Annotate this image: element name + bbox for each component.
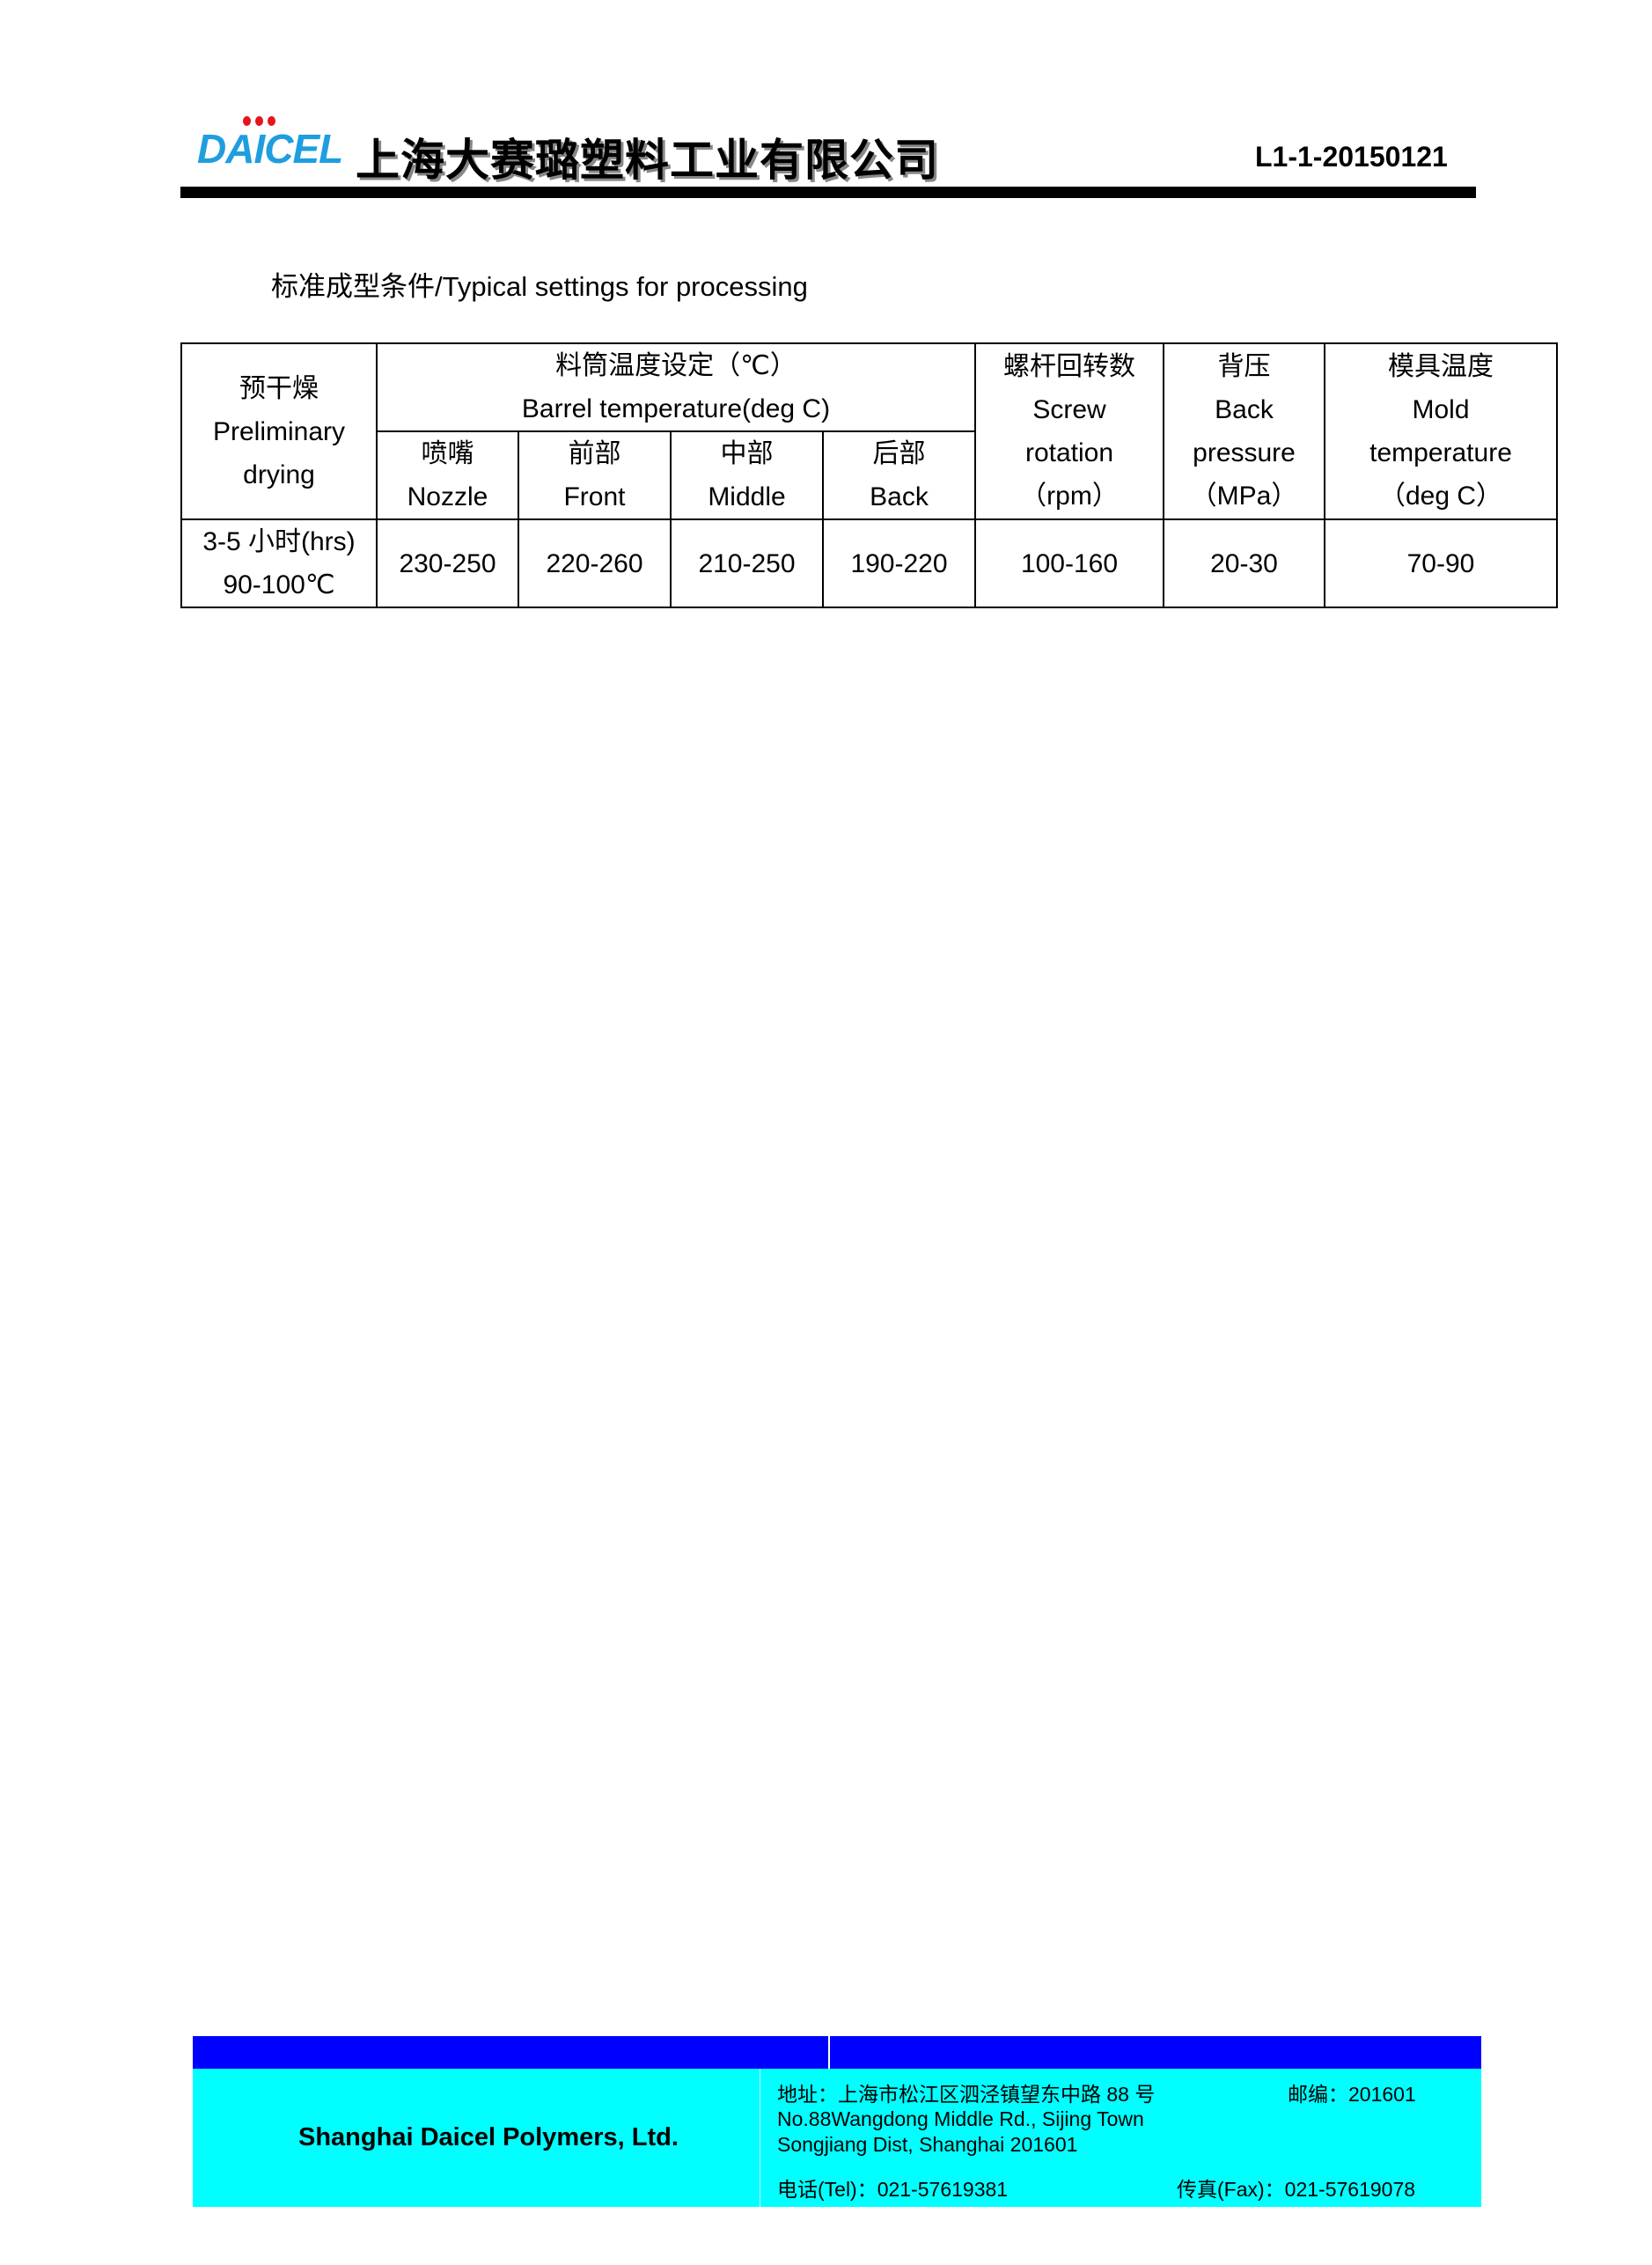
cell-text: 90-100℃ <box>223 570 335 599</box>
header-text: （MPa） <box>1190 482 1298 511</box>
cell-back-pressure: 20-30 <box>1163 518 1325 608</box>
cell-drying: 3-5 小时(hrs) 90-100℃ <box>180 518 378 608</box>
header-text: Barrel temperature(deg C) <box>521 394 831 423</box>
header-text: 喷嘴 <box>421 439 474 468</box>
header-text: Middle <box>708 482 786 511</box>
logo-dots <box>243 116 275 126</box>
footer-fax: 传真(Fax)：021-57619078 <box>1177 2178 1416 2201</box>
footer-panel: Shanghai Daicel Polymers, Ltd. 地址：上海市松江区… <box>193 2069 1481 2207</box>
header-text: pressure <box>1193 438 1296 467</box>
header-text: 模具温度 <box>1388 352 1494 381</box>
footer-address-en-2: Songjiang Dist, Shanghai 201601 <box>777 2133 1078 2156</box>
daicel-logo: DAICEL <box>197 116 354 172</box>
header-middle: 中部 Middle <box>670 430 824 520</box>
header-text: Preliminary <box>212 416 346 446</box>
header-front: 前部 Front <box>518 430 672 520</box>
header-text: 螺杆回转数 <box>1003 352 1135 381</box>
header-rule <box>180 187 1476 198</box>
header-text: Back <box>1215 395 1274 424</box>
header-text: Front <box>563 482 626 511</box>
cell-middle: 210-250 <box>670 518 824 608</box>
footer-postcode: 邮编：201601 <box>1288 2083 1416 2106</box>
header-text: Mold <box>1412 395 1470 424</box>
header-back-pressure: 背压 Back pressure （MPa） <box>1163 342 1325 520</box>
table-row: 3-5 小时(hrs) 90-100℃ 230-250 220-260 210-2… <box>180 518 1558 608</box>
divider <box>828 2036 830 2069</box>
cell-text: 3-5 小时(hrs) <box>202 527 356 556</box>
header-text: 前部 <box>568 439 621 468</box>
header-barrel: 料筒温度设定（℃） Barrel temperature(deg C) <box>376 342 976 432</box>
header-text: Back <box>870 482 929 511</box>
header-text: 背压 <box>1217 352 1271 381</box>
header-text: rotation <box>1024 438 1114 467</box>
header-text: temperature <box>1369 438 1512 467</box>
header-screw: 螺杆回转数 Screw rotation （rpm） <box>974 342 1164 520</box>
header-back: 后部 Back <box>822 430 976 520</box>
header-drying: 预干燥 Preliminary drying <box>180 342 378 520</box>
section-title: 标准成型条件/Typical settings for processing <box>271 271 808 302</box>
cell-back: 190-220 <box>822 518 976 608</box>
header-text: drying <box>243 460 315 489</box>
header-nozzle: 喷嘴 Nozzle <box>376 430 519 520</box>
header-mold: 模具温度 Mold temperature （deg C） <box>1324 342 1558 520</box>
header-text: Screw <box>1032 395 1106 424</box>
header-text: Nozzle <box>407 482 488 511</box>
header-text: （deg C） <box>1378 482 1503 511</box>
header-text: 后部 <box>872 439 926 468</box>
logo-wordmark: DAICEL <box>197 126 343 172</box>
header-text: （rpm） <box>1020 482 1119 511</box>
footer-tel: 电话(Tel)：021-57619381 <box>777 2178 1009 2201</box>
company-name-cn: 上海大赛璐塑料工业有限公司 <box>356 135 939 186</box>
cell-screw: 100-160 <box>974 518 1164 608</box>
footer-bar <box>193 2036 1481 2069</box>
footer-address-en-1: No.88Wangdong Middle Rd., Sijing Town <box>777 2107 1144 2130</box>
cell-mold: 70-90 <box>1324 518 1558 608</box>
document-id: L1-1-20150121 <box>1255 141 1448 173</box>
cell-nozzle: 230-250 <box>376 518 519 608</box>
header-text: 料筒温度设定（℃） <box>555 351 797 380</box>
header-text: 预干燥 <box>239 373 319 403</box>
header-text: 中部 <box>720 439 774 468</box>
footer-address-cn: 地址：上海市松江区泗泾镇望东中路 88 号 <box>777 2083 1156 2106</box>
processing-table: 预干燥 Preliminary drying 料筒温度设定（℃） Barrel … <box>180 342 1558 608</box>
footer-company-name: Shanghai Daicel Polymers, Ltd. <box>298 2123 679 2151</box>
cell-front: 220-260 <box>518 518 672 608</box>
